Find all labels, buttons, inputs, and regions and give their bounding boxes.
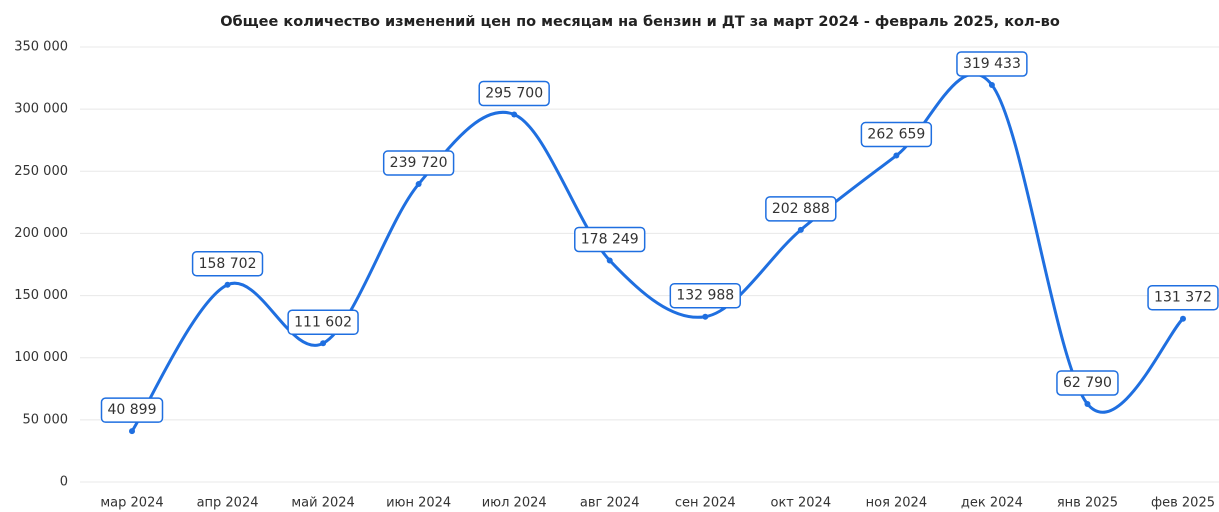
point [797, 226, 804, 233]
data-label: 319 433 [963, 56, 1021, 72]
x-tick-label: июн 2024 [386, 496, 451, 511]
data-label-box [100, 397, 164, 423]
data-label-box [669, 282, 741, 309]
y-tick-label: 300 000 [14, 102, 68, 117]
line [130, 72, 1185, 432]
x-tick-label: дек 2024 [961, 496, 1023, 511]
data-label-box [478, 80, 550, 107]
point [988, 81, 995, 88]
x-tick-label: ноя 2024 [866, 496, 928, 511]
point [606, 257, 613, 264]
x-tick-label: май 2024 [291, 496, 354, 511]
y-tick-label: 100 000 [14, 350, 68, 365]
data-label-box [382, 150, 455, 176]
point [1180, 315, 1186, 322]
data-label-box [765, 196, 837, 222]
x-tick-label: янв 2025 [1057, 496, 1118, 511]
data-label-box [956, 51, 1028, 77]
point [702, 313, 709, 320]
data-label: 295 700 [485, 85, 543, 101]
point [511, 111, 518, 118]
data-label-box [860, 121, 933, 148]
x-tick-label: мар 2024 [100, 496, 163, 511]
data-label: 62 790 [1063, 375, 1112, 391]
data-label: 158 702 [199, 256, 257, 272]
data-label-box [574, 226, 646, 253]
point [1084, 400, 1091, 407]
y-tick-label: 50 000 [23, 412, 69, 427]
y-tick-label: 0 [60, 475, 68, 490]
y-tick-label: 200 000 [14, 226, 68, 241]
data-label: 239 720 [390, 155, 448, 171]
data-label: 111 602 [294, 314, 352, 330]
point [320, 340, 327, 347]
data-label: 132 988 [676, 288, 734, 304]
x-tick-label: окт 2024 [771, 496, 832, 511]
x-tick-label: апр 2024 [197, 496, 259, 511]
data-label: 202 888 [772, 201, 830, 217]
x-tick-label: июл 2024 [482, 496, 547, 511]
chart-title: Общее количество изменений цен по месяца… [220, 14, 1060, 30]
data-label: 178 249 [581, 231, 639, 247]
point [893, 152, 900, 159]
data-label: 40 899 [108, 402, 157, 418]
data-label: 131 372 [1154, 290, 1212, 306]
point [224, 281, 231, 288]
x-tick-label: авг 2024 [580, 496, 640, 511]
data-label-box [1147, 284, 1219, 311]
data-label-box [191, 251, 264, 277]
y-tick-label: 350 000 [14, 40, 68, 55]
data-label: 262 659 [867, 127, 925, 143]
data-label-box [1056, 370, 1119, 396]
data-label-box [287, 309, 359, 336]
point [129, 428, 135, 435]
x-tick-label: сен 2024 [675, 496, 736, 511]
x-tick-label: фев 2025 [1151, 496, 1215, 511]
y-tick-label: 150 000 [14, 288, 68, 303]
y-tick-label: 250 000 [14, 164, 68, 179]
point [415, 181, 422, 188]
